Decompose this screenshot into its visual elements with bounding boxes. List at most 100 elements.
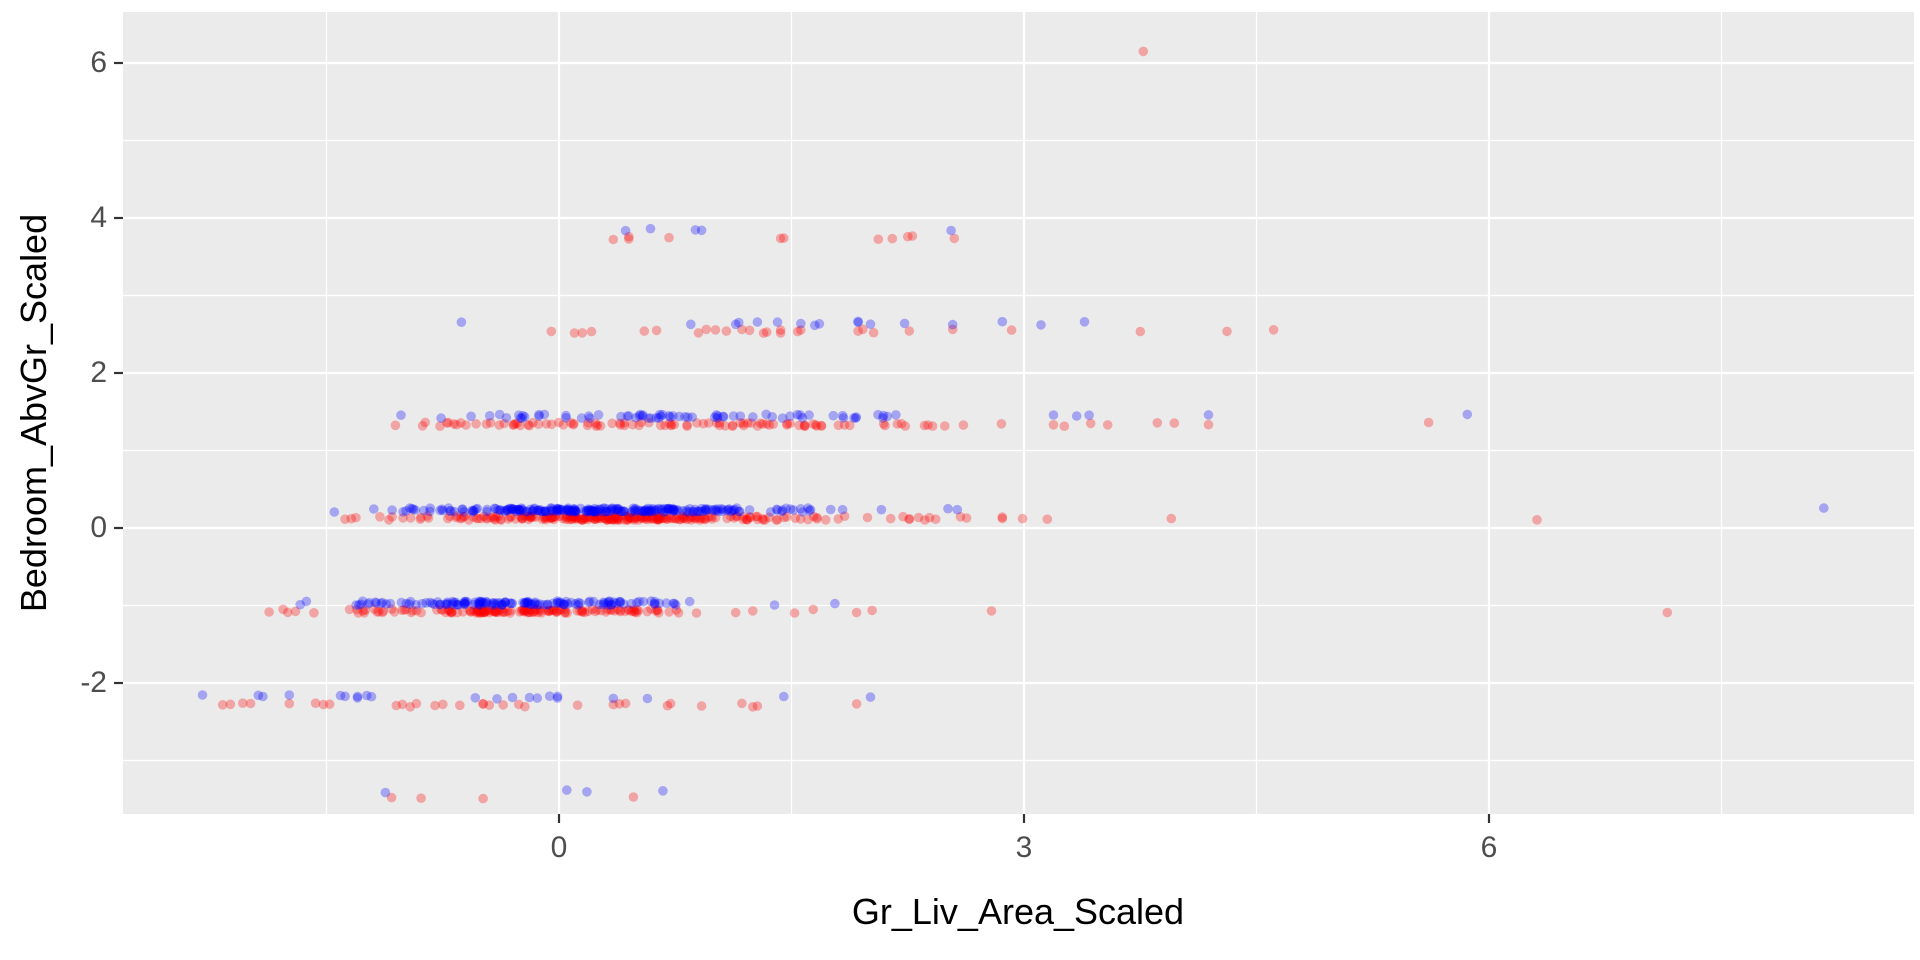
- data-point-blue: [830, 598, 840, 609]
- data-point-blue: [493, 505, 503, 515]
- data-point-red: [639, 512, 649, 522]
- data-point-blue: [604, 596, 614, 607]
- data-point-red: [577, 515, 587, 525]
- data-point-red: [673, 608, 684, 618]
- data-point-blue: [552, 691, 563, 702]
- data-point-blue: [583, 411, 594, 421]
- data-point-blue: [586, 505, 596, 516]
- data-point-red: [789, 608, 800, 618]
- data-point-red: [642, 606, 653, 617]
- data-point-red: [795, 514, 806, 524]
- data-point-red: [625, 512, 635, 523]
- data-point-red: [525, 607, 535, 618]
- data-point-blue: [681, 507, 692, 517]
- data-point-red: [810, 420, 821, 430]
- data-point-red: [508, 420, 519, 430]
- data-point-blue: [649, 506, 660, 516]
- data-point-red: [892, 419, 903, 429]
- data-point-blue: [591, 506, 601, 517]
- data-point-red: [581, 513, 592, 523]
- data-point-blue: [556, 504, 567, 515]
- data-point-blue: [777, 505, 788, 515]
- data-point-red: [1268, 325, 1279, 335]
- data-point-blue: [628, 505, 639, 516]
- data-point-red: [669, 419, 680, 430]
- data-point-blue: [522, 598, 533, 608]
- data-point-red: [446, 607, 457, 617]
- data-point-blue: [805, 504, 816, 515]
- data-point-red: [527, 511, 537, 522]
- data-point-red: [479, 606, 490, 617]
- data-point-red: [748, 702, 758, 712]
- data-point-red: [761, 419, 772, 429]
- data-point-blue: [687, 412, 697, 423]
- data-point-blue: [467, 507, 478, 517]
- data-point-blue: [564, 506, 574, 516]
- data-point-blue: [690, 504, 700, 515]
- data-point-red: [484, 700, 495, 710]
- data-point-blue: [523, 596, 533, 607]
- data-point-red: [710, 512, 721, 523]
- data-point-blue: [529, 599, 540, 610]
- data-point-red: [494, 420, 505, 430]
- data-point-blue: [712, 413, 722, 423]
- data-point-red: [472, 607, 483, 617]
- data-point-red: [443, 417, 454, 428]
- data-point-red: [609, 515, 619, 525]
- data-point-red: [517, 513, 528, 524]
- data-point-red: [746, 418, 757, 428]
- data-point-blue: [570, 506, 581, 517]
- data-point-blue: [568, 504, 579, 514]
- data-point-red: [524, 511, 534, 522]
- data-point-red: [880, 420, 890, 431]
- x-axis-title: Gr_Liv_Area_Scaled: [851, 891, 1185, 932]
- data-point-red: [698, 418, 709, 429]
- data-point-blue: [447, 596, 458, 607]
- data-point-blue: [718, 411, 728, 422]
- data-point-red: [548, 512, 558, 522]
- data-point-red: [664, 607, 674, 617]
- data-point-blue: [429, 599, 440, 610]
- data-point-red: [607, 418, 617, 429]
- data-point-red: [647, 513, 657, 524]
- data-point-red: [853, 326, 863, 337]
- data-point-red: [517, 514, 527, 524]
- data-point-red: [796, 325, 806, 335]
- data-point-red: [627, 513, 637, 524]
- data-point-red: [436, 604, 447, 615]
- data-point-red: [839, 511, 850, 521]
- data-point-blue: [546, 503, 557, 514]
- data-point-red: [587, 604, 597, 615]
- data-point-red: [997, 512, 1008, 522]
- data-point-red: [615, 420, 626, 430]
- data-point-red: [604, 513, 614, 523]
- data-point-red: [528, 606, 538, 617]
- data-point-blue: [516, 503, 527, 513]
- x-tick-label: 6: [1480, 831, 1498, 864]
- data-point-red: [445, 511, 455, 522]
- data-point-blue: [530, 597, 541, 608]
- data-point-blue: [669, 505, 680, 516]
- data-point-blue: [582, 505, 592, 516]
- data-point-red: [726, 511, 736, 522]
- data-point-red: [438, 699, 448, 710]
- data-point-blue: [803, 503, 813, 513]
- data-point-red: [748, 606, 758, 616]
- data-point-red: [691, 512, 702, 523]
- data-point-blue: [535, 504, 545, 515]
- data-point-red: [592, 420, 603, 430]
- data-point-blue: [492, 694, 502, 704]
- data-point-blue: [552, 504, 562, 514]
- data-point-red: [477, 607, 487, 617]
- data-point-blue: [669, 504, 679, 515]
- data-point-blue: [649, 596, 660, 607]
- data-point-blue: [553, 505, 563, 515]
- data-point-blue: [533, 505, 544, 516]
- data-point-red: [630, 513, 641, 524]
- data-point-red: [698, 513, 709, 524]
- data-point-red: [583, 606, 593, 617]
- data-point-red: [490, 607, 501, 617]
- data-point-red: [665, 698, 676, 709]
- data-point-blue: [521, 506, 531, 517]
- data-point-blue: [777, 506, 787, 517]
